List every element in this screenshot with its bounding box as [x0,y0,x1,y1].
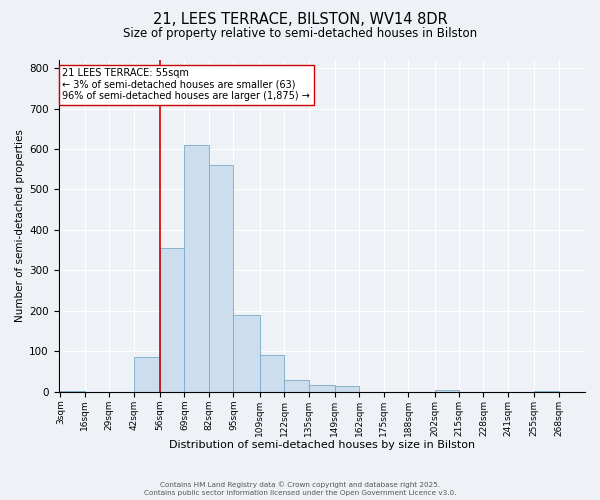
Bar [284,380,308,392]
Text: 21 LEES TERRACE: 55sqm
← 3% of semi-detached houses are smaller (63)
96% of semi: 21 LEES TERRACE: 55sqm ← 3% of semi-deta… [62,68,310,102]
Text: 21, LEES TERRACE, BILSTON, WV14 8DR: 21, LEES TERRACE, BILSTON, WV14 8DR [152,12,448,28]
Bar [434,390,459,392]
Bar [534,390,559,392]
Bar [233,315,260,392]
Bar [335,386,359,392]
Bar [61,391,85,392]
Bar [134,358,160,392]
Text: Size of property relative to semi-detached houses in Bilston: Size of property relative to semi-detach… [123,28,477,40]
Bar [308,384,335,392]
Bar [184,145,209,392]
Bar [209,165,233,392]
Text: Contains public sector information licensed under the Open Government Licence v3: Contains public sector information licen… [144,490,456,496]
Bar [260,354,284,392]
Text: Contains HM Land Registry data © Crown copyright and database right 2025.: Contains HM Land Registry data © Crown c… [160,481,440,488]
Bar [160,248,184,392]
X-axis label: Distribution of semi-detached houses by size in Bilston: Distribution of semi-detached houses by … [169,440,475,450]
Y-axis label: Number of semi-detached properties: Number of semi-detached properties [15,130,25,322]
